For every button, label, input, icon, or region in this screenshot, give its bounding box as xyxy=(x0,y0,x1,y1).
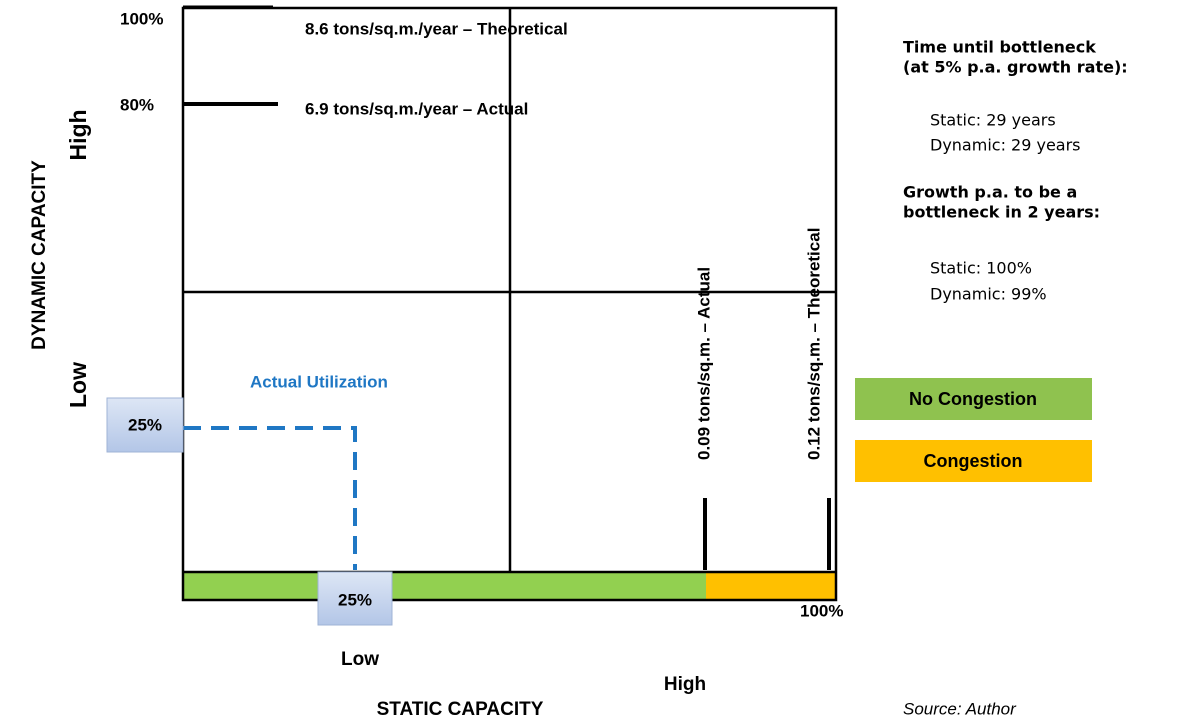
utilization-line xyxy=(183,426,357,570)
y-util-box xyxy=(106,397,184,453)
info-text: Dynamic: 99% xyxy=(930,285,1047,304)
label: STATIC CAPACITY xyxy=(377,699,544,720)
legend-orange xyxy=(855,440,1092,482)
legend-label: No Congestion xyxy=(909,389,1037,409)
info-text: Static: 29 years xyxy=(930,111,1056,130)
label: 80% xyxy=(120,95,154,114)
labels: 100% 80% 8.6 tons/sq.m./year – Theoretic… xyxy=(29,9,843,720)
label: 25% xyxy=(128,415,162,434)
info-text: Static: 100% xyxy=(930,259,1032,278)
info-title: (at 5% p.a. growth rate): xyxy=(903,58,1128,77)
label: Actual Utilization xyxy=(250,372,388,391)
legend-green xyxy=(855,378,1092,420)
label: High xyxy=(65,109,91,160)
legend-label: Congestion xyxy=(924,451,1023,471)
source: Source: Author xyxy=(903,699,1017,718)
info-title: Growth p.a. to be a xyxy=(903,183,1077,202)
label: 0.12 tons/sq.m. – Theoretical xyxy=(804,228,823,460)
label: 6.9 tons/sq.m./year – Actual xyxy=(305,99,528,118)
label: 25% xyxy=(338,590,372,609)
x-util-box xyxy=(317,571,393,626)
label: 8.6 tons/sq.m./year – Theoretical xyxy=(305,19,568,38)
info-title: Time until bottleneck xyxy=(903,38,1096,57)
matrix xyxy=(181,5,838,602)
info-text: Dynamic: 29 years xyxy=(930,136,1081,155)
no-congestion-bar xyxy=(183,572,706,600)
congestion-bar xyxy=(706,572,836,600)
label: Low xyxy=(341,649,379,670)
label: High xyxy=(664,674,706,695)
label: 100% xyxy=(120,9,163,28)
label: 100% xyxy=(800,601,843,620)
label: Low xyxy=(65,362,91,408)
info: Time until bottleneck (at 5% p.a. growth… xyxy=(903,38,1128,304)
label: 0.09 tons/sq.m. – Actual xyxy=(694,267,713,460)
label: DYNAMIC CAPACITY xyxy=(29,160,50,350)
info-title: bottleneck in 2 years: xyxy=(903,203,1100,222)
